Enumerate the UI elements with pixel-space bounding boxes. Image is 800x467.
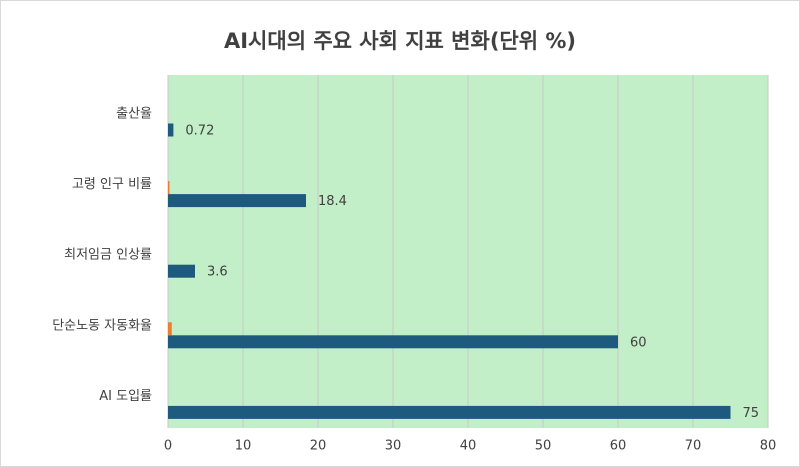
y-tick-label: 출산율 — [116, 107, 152, 122]
x-tick-label: 50 — [535, 439, 552, 454]
bar — [168, 322, 172, 336]
x-tick-label: 30 — [385, 439, 402, 454]
bar — [168, 335, 618, 349]
data-label: 3.6 — [207, 265, 228, 280]
x-tick-label: 0 — [164, 439, 172, 454]
bar — [168, 194, 306, 208]
x-tick-label: 70 — [685, 439, 702, 454]
chart-title: AI시대의 주요 사회 지표 변화(단위 %) — [224, 29, 576, 53]
x-tick-label: 60 — [610, 439, 627, 454]
data-label: 0.72 — [185, 124, 214, 139]
x-tick-label: 10 — [235, 439, 252, 454]
y-tick-label: 단순노동 자동화율 — [52, 318, 152, 333]
y-tick-label: 고령 인구 비률 — [72, 177, 152, 192]
bar — [168, 405, 731, 419]
bar — [168, 264, 195, 278]
y-tick-label: AI 도입률 — [99, 389, 152, 404]
x-tick-label: 20 — [310, 439, 327, 454]
x-tick-label: 80 — [760, 439, 777, 454]
y-tick-label: 최저임금 인상률 — [64, 248, 152, 263]
data-label: 75 — [743, 406, 760, 421]
bar — [168, 181, 170, 195]
x-tick-label: 40 — [460, 439, 477, 454]
data-label: 18.4 — [318, 194, 347, 209]
bar — [168, 123, 174, 137]
data-label: 60 — [630, 335, 647, 350]
